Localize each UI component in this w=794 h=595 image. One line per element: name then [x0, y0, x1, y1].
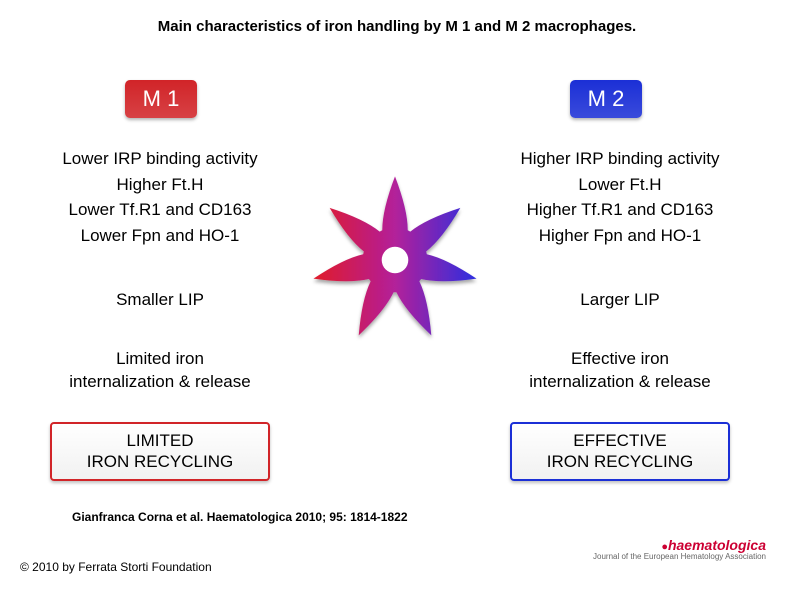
summary-line: Limited iron: [40, 348, 280, 371]
recycle-line: EFFECTIVE: [516, 430, 724, 451]
page-title: Main characteristics of iron handling by…: [0, 18, 794, 35]
citation-text: Gianfranca Corna et al. Haematologica 20…: [72, 510, 408, 524]
m2-item: Higher IRP binding activity: [500, 146, 740, 172]
m2-lip: Larger LIP: [500, 290, 740, 310]
m1-summary: Limited iron internalization & release: [40, 348, 280, 394]
m2-item: Lower Ft.H: [500, 172, 740, 198]
summary-line: internalization & release: [500, 371, 740, 394]
journal-name: haematologica: [668, 537, 766, 553]
recycle-line: IRON RECYCLING: [56, 451, 264, 472]
m2-summary: Effective iron internalization & release: [500, 348, 740, 394]
m1-item: Lower IRP binding activity: [40, 146, 280, 172]
m1-characteristics: Lower IRP binding activity Higher Ft.H L…: [40, 146, 280, 248]
m2-item: Higher Tf.R1 and CD163: [500, 197, 740, 223]
copyright-text: © 2010 by Ferrata Storti Foundation: [20, 560, 212, 574]
recycle-line: IRON RECYCLING: [516, 451, 724, 472]
m1-badge: M 1: [125, 80, 197, 118]
m2-badge: M 2: [570, 80, 642, 118]
summary-line: Effective iron: [500, 348, 740, 371]
macrophage-cell-icon: [300, 165, 490, 355]
summary-line: internalization & release: [40, 371, 280, 394]
m1-recycling-box: LIMITED IRON RECYCLING: [50, 422, 270, 481]
cell-nucleus: [382, 247, 409, 274]
recycle-line: LIMITED: [56, 430, 264, 451]
m2-recycling-box: EFFECTIVE IRON RECYCLING: [510, 422, 730, 481]
journal-logo: ●haematologica Journal of the European H…: [593, 538, 766, 562]
m2-item: Higher Fpn and HO-1: [500, 223, 740, 249]
journal-tagline: Journal of the European Hematology Assoc…: [593, 553, 766, 562]
m1-item: Lower Tf.R1 and CD163: [40, 197, 280, 223]
m1-lip: Smaller LIP: [40, 290, 280, 310]
m2-characteristics: Higher IRP binding activity Lower Ft.H H…: [500, 146, 740, 248]
m1-item: Lower Fpn and HO-1: [40, 223, 280, 249]
m1-item: Higher Ft.H: [40, 172, 280, 198]
